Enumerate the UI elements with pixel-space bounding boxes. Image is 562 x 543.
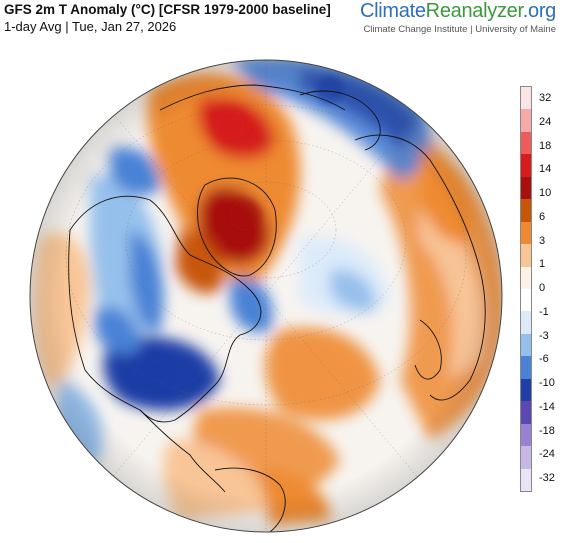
legend-swatch <box>521 154 531 178</box>
legend-swatch <box>521 468 531 492</box>
legend-tick-label: -6 <box>539 353 549 366</box>
legend-swatch <box>521 401 531 425</box>
legend-swatch <box>521 311 531 335</box>
brand-part-climate: Climate <box>359 0 426 22</box>
legend-swatch <box>521 356 531 380</box>
legend-swatch <box>521 109 531 133</box>
legend-tick-label: 0 <box>539 282 546 294</box>
page-subtitle: 1-day Avg | Tue, Jan 27, 2026 <box>4 19 177 34</box>
legend-tick-label: 24 <box>539 115 552 128</box>
legend-swatch <box>521 446 531 470</box>
legend-swatch <box>521 221 531 245</box>
affiliation: Climate Change Institute | University of… <box>363 24 556 35</box>
legend-tick-label: 10 <box>539 187 552 199</box>
legend-swatch <box>521 333 531 357</box>
legend-swatch <box>521 176 531 200</box>
page-title: GFS 2m T Anomaly (°C) [CFSR 1979-2000 ba… <box>4 2 331 17</box>
legend-swatch <box>521 423 531 447</box>
legend-tick-label: -10 <box>539 377 555 389</box>
legend-swatch <box>521 131 531 155</box>
legend-swatch <box>521 266 531 290</box>
brand-part-org: .org <box>522 0 557 22</box>
legend-tick-label: 18 <box>539 139 552 152</box>
legend-tick-label: -14 <box>539 400 555 413</box>
color-legend: 32 24 18 14 10 6 3 1 0 -1 -3 -6 -10 -14 -18 -24 -32 <box>520 86 555 492</box>
brand-part-reanalyzer: Reanalyzer <box>425 0 523 22</box>
legend-tick-label: 6 <box>539 210 546 223</box>
legend-swatch <box>521 378 531 402</box>
legend-swatch <box>521 289 531 312</box>
legend-bar <box>520 86 532 492</box>
legend-swatch <box>521 244 531 268</box>
legend-tick-label: -32 <box>539 472 555 484</box>
legend-tick-label: 14 <box>539 163 552 176</box>
legend-tick-label: -18 <box>539 424 555 437</box>
legend-swatch <box>521 199 531 223</box>
legend-swatch <box>521 87 531 110</box>
legend-tick-label: -3 <box>539 329 549 342</box>
legend-tick-label: -1 <box>539 305 549 318</box>
legend-tick-label: 3 <box>539 234 546 247</box>
brand-logo[interactable]: ClimateReanalyzer.org <box>360 0 556 23</box>
globe-outline <box>29 59 503 533</box>
legend-tick-label: 1 <box>539 258 546 271</box>
legend-tick-label: -24 <box>539 448 555 461</box>
legend-tick-label: 32 <box>539 92 552 104</box>
